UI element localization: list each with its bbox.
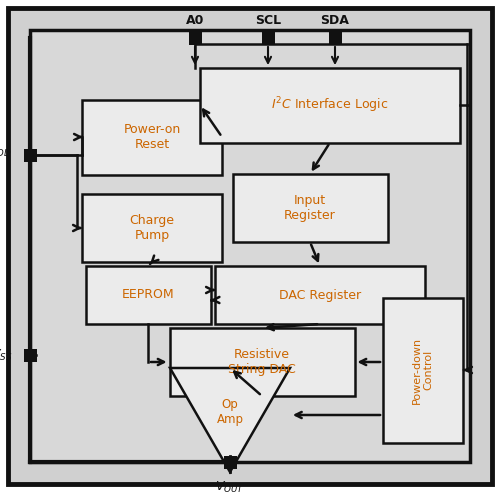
Text: $I^2C$ Interface Logic: $I^2C$ Interface Logic xyxy=(272,95,388,115)
Bar xyxy=(328,31,342,44)
Bar xyxy=(24,348,36,362)
Bar xyxy=(82,194,222,262)
Text: Power-on
Reset: Power-on Reset xyxy=(124,123,180,151)
Text: DAC Register: DAC Register xyxy=(279,288,361,302)
Text: Resistive
String DAC: Resistive String DAC xyxy=(228,348,296,376)
Bar xyxy=(232,174,388,242)
Bar xyxy=(200,67,460,143)
Bar xyxy=(86,266,210,324)
Text: Op
Amp: Op Amp xyxy=(216,398,244,426)
Bar xyxy=(215,266,425,324)
Bar xyxy=(188,31,202,44)
Polygon shape xyxy=(170,368,290,472)
Text: Input
Register: Input Register xyxy=(284,194,336,222)
Bar xyxy=(82,99,222,175)
Bar xyxy=(24,149,36,161)
Text: SDA: SDA xyxy=(320,13,350,27)
Bar xyxy=(383,298,463,442)
Text: $V_{OUT}$: $V_{OUT}$ xyxy=(215,480,245,492)
Bar xyxy=(262,31,274,44)
Text: $V_{DD}$: $V_{DD}$ xyxy=(0,144,12,158)
Text: Power-down
Control: Power-down Control xyxy=(412,337,434,403)
Bar xyxy=(30,30,470,462)
Bar xyxy=(224,456,236,468)
Text: $V_{SS}$: $V_{SS}$ xyxy=(0,347,12,363)
Bar xyxy=(170,328,354,396)
Text: Charge
Pump: Charge Pump xyxy=(130,214,174,242)
Text: EEPROM: EEPROM xyxy=(122,288,174,302)
Text: SCL: SCL xyxy=(255,13,281,27)
Text: A0: A0 xyxy=(186,13,204,27)
